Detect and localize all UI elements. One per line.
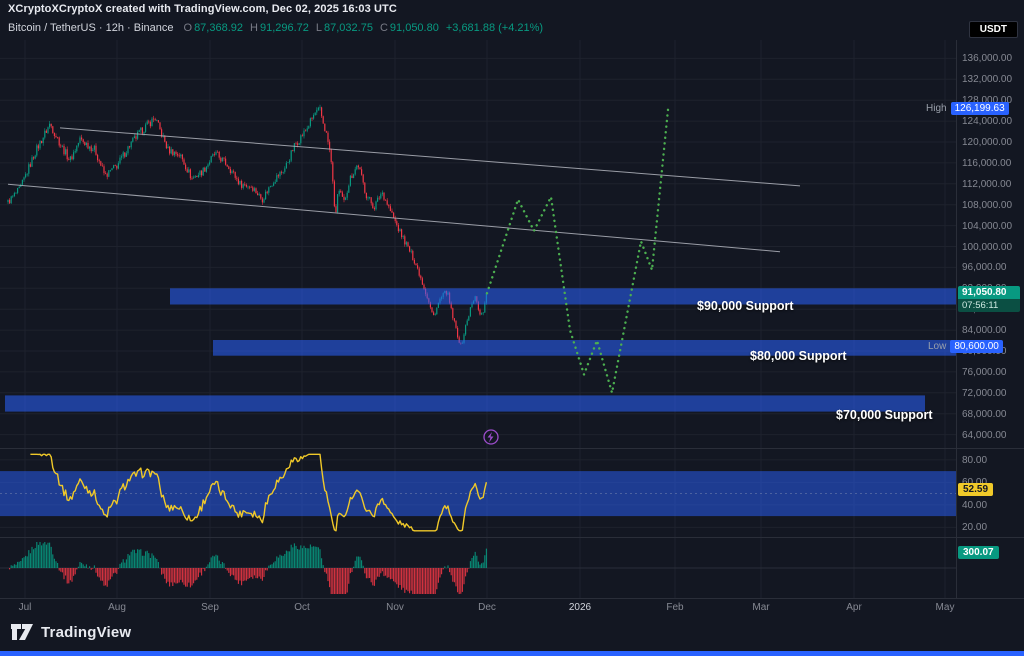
low-marker-value: 80,600.00 xyxy=(950,339,1003,353)
time-axis-label: Jul xyxy=(18,602,32,613)
price-axis-label: 72,000.00 xyxy=(962,387,1007,399)
ohlc-open-label: O xyxy=(183,22,193,34)
time-axis-label: May xyxy=(935,602,955,613)
time-axis-label: Sep xyxy=(201,602,219,613)
rsi-axis-label: 20.00 xyxy=(962,522,988,534)
rsi-axis-label: 40.00 xyxy=(962,499,988,511)
high-marker-text: High xyxy=(926,102,947,114)
time-axis-label: Feb xyxy=(666,602,684,613)
price-axis-label: 136,000.00 xyxy=(962,53,1013,65)
time-axis-label: 2026 xyxy=(568,602,592,613)
ohlc-open-value: 87,368.92 xyxy=(194,22,243,34)
time-axis-label: Aug xyxy=(108,602,126,613)
high-marker-value: 126,199.63 xyxy=(950,101,1009,115)
price-axis-label: 112,000.00 xyxy=(962,178,1012,190)
bottom-accent-bar xyxy=(0,651,1024,656)
time-axis-label: Apr xyxy=(846,602,862,613)
support-zone-label: $80,000 Support xyxy=(750,349,847,363)
last-price-badge: 91,050.80 07:56:11 xyxy=(958,286,1020,313)
ohlc-low-label: L xyxy=(315,22,323,34)
price-axis-label: 96,000.00 xyxy=(962,262,1007,274)
tradingview-brand-text[interactable]: TradingView xyxy=(41,623,132,641)
rsi-value-badge: 52.59 xyxy=(958,482,994,496)
low-price-marker: Low 80,600.00 xyxy=(928,339,1003,353)
support-zone-label: $90,000 Support xyxy=(697,299,794,313)
price-axis-label: 100,000.00 xyxy=(962,241,1013,253)
ohlc-high-value: 91,296.72 xyxy=(259,22,309,34)
price-axis-label: 64,000.00 xyxy=(962,429,1007,441)
tradingview-logo-icon[interactable] xyxy=(10,621,34,643)
support-zone-label: $70,000 Support xyxy=(836,408,933,422)
price-axis-label: 124,000.00 xyxy=(962,116,1013,128)
attribution-bar: XCryptoXCryptoX created with TradingView… xyxy=(8,3,397,15)
price-axis-label: 68,000.00 xyxy=(962,408,1007,420)
ohlc-high-label: H xyxy=(250,22,258,34)
low-marker-text: Low xyxy=(928,340,947,352)
last-price-value: 91,050.80 xyxy=(958,286,1020,300)
symbol-title[interactable]: Bitcoin / TetherUS · 12h · Binance xyxy=(8,22,174,34)
price-axis-label: 104,000.00 xyxy=(962,220,1013,232)
time-axis-label: Oct xyxy=(294,602,310,613)
price-axis-label: 76,000.00 xyxy=(962,366,1007,378)
currency-toggle-button[interactable]: USDT xyxy=(968,21,1018,38)
ohlc-close-value: 91,050.80 xyxy=(389,22,439,34)
high-price-marker: High 126,199.63 xyxy=(926,101,1009,115)
price-axis-label: 120,000.00 xyxy=(962,137,1013,149)
price-axis-label: 132,000.00 xyxy=(962,74,1013,86)
time-axis-label: Mar xyxy=(752,602,770,613)
ohlc-close-label: C xyxy=(379,22,388,34)
price-axis-label: 116,000.00 xyxy=(962,157,1012,169)
rsi-axis-label: 80.00 xyxy=(962,454,988,466)
chart-legend: Bitcoin / TetherUS · 12h · Binance O 87,… xyxy=(8,22,550,34)
histogram-value-badge: 300.07 xyxy=(958,546,999,559)
bar-countdown: 07:56:11 xyxy=(958,299,1020,313)
time-axis-label: Dec xyxy=(478,602,496,613)
chart-svg xyxy=(0,40,1024,599)
time-axis-label: Nov xyxy=(386,602,404,613)
change-value: +3,681.88 (+4.21%) xyxy=(445,22,544,34)
price-axis-label: 108,000.00 xyxy=(962,199,1013,211)
price-axis-label: 84,000.00 xyxy=(962,325,1007,337)
ohlc-low-value: 87,032.75 xyxy=(324,22,373,34)
tradingview-footer: TradingView xyxy=(10,621,131,643)
